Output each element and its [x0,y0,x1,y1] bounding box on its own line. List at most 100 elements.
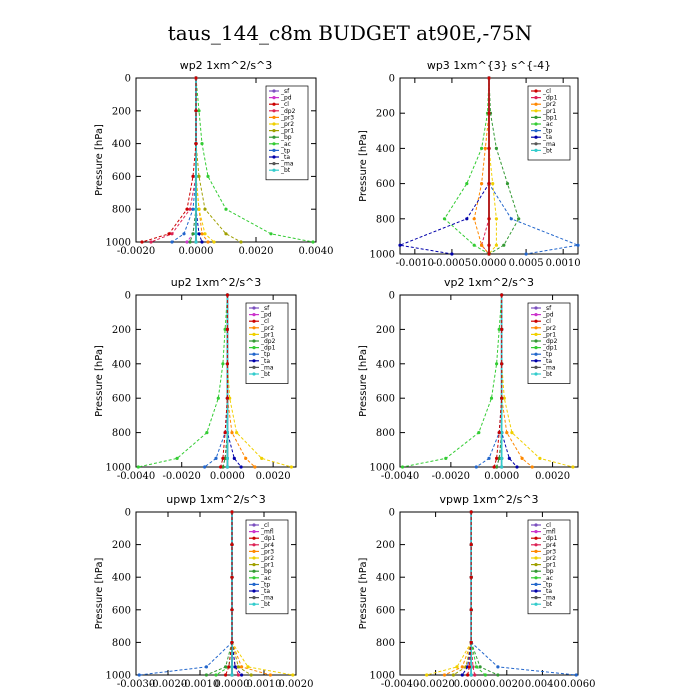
data-point-bt [500,465,504,469]
x-tick-label: 0.0000 [484,471,519,482]
panel-title: up2 1xm^2/s^3 [171,276,262,289]
data-point-ta [398,243,402,247]
data-point-ac [483,673,487,677]
legend-entry: _bp [542,568,554,575]
data-point-pr1 [510,431,514,435]
data-point-pr1 [451,673,455,677]
x-tick-label: -0.0010 [396,258,434,269]
legend-marker [534,332,538,336]
data-point-ta [507,456,511,460]
legend: _sf_pd_cl_dp2_pr3_pr2_pr1_bp_ac_tp_ta_ma… [265,85,309,181]
legend-marker [272,122,276,126]
data-point-pr2 [472,217,476,221]
legend-entry: _pr2 [542,101,556,108]
data-point-bt [230,673,234,677]
legend-entry: _ta [260,588,270,595]
data-point-pr2 [530,465,534,469]
data-point-ac [224,207,228,211]
legend-entry: _ma [542,595,556,602]
x-tick-label: 0.0010 [247,679,282,690]
data-point-dp2 [497,456,501,460]
y-tick-label: 200 [376,109,395,120]
series-line-bp [470,512,499,676]
legend-marker [252,530,256,534]
series-line-pr2 [501,295,533,468]
data-point-dp1 [221,362,225,366]
data-point-bp1 [517,217,521,221]
data-point-tp [137,673,141,677]
legend-marker [534,543,538,547]
legend-entry: _tp [542,581,552,588]
legend-marker [252,569,256,573]
legend-marker [272,155,276,159]
legend-entry: _bt [542,147,553,154]
x-tick-label: -0.0010 [181,679,219,690]
data-point-dp1 [467,665,471,669]
legend-marker [252,589,256,593]
data-point-dp1 [469,543,473,547]
legend-entry: _dp1 [542,345,558,352]
series-line-pr2 [473,78,490,255]
data-point-dp1 [136,465,140,469]
legend-entry: _tp [280,147,290,154]
legend-marker [534,306,538,310]
data-point-cl [500,293,504,297]
x-tick-label: 0.0020 [256,471,291,482]
y-tick-label: 800 [112,638,131,649]
data-point-dp1 [230,575,234,579]
y-tick-label: 0 [389,508,395,519]
legend-marker [252,372,256,376]
series-line-pr2 [426,512,472,676]
legend-marker [534,319,538,323]
data-point-cl [225,396,229,400]
legend-marker [272,96,276,100]
legend-marker [252,563,256,567]
data-point-pr2 [455,665,459,669]
data-point-pr1 [571,465,575,469]
data-point-cl [487,243,491,247]
legend-marker [252,313,256,317]
legend-entry: _pr2 [542,555,556,562]
data-point-pr1 [538,456,542,460]
legend-marker [252,536,256,540]
legend-marker [272,129,276,133]
legend-entry: _mfl [260,529,274,536]
data-point-tp [204,665,208,669]
legend-entry: _bt [542,601,553,608]
legend-marker [252,556,256,560]
data-point-cl [221,456,225,460]
x-tick-label: 0.0040 [525,679,560,690]
series-line-ac [470,512,486,676]
y-tick-label: 800 [112,428,131,439]
legend-entry: _pr3 [542,548,556,555]
data-point-pr2 [505,431,509,435]
legend-marker [272,162,276,166]
data-point-dp2 [223,456,227,460]
series-line-ta [501,295,518,468]
data-point-ac [474,665,479,669]
data-point-bp1 [502,243,506,247]
legend-entry: _cl [542,88,551,95]
data-point-cl [194,142,198,146]
data-point-cl [140,240,144,244]
data-point-tp [214,456,218,460]
data-point-cl [487,146,491,150]
legend-entry: _ta [260,358,270,365]
legend-entry: _pr4 [260,542,274,549]
data-point-ta [239,465,243,469]
legend-marker [534,326,538,330]
x-tick-label: -0.0020 [149,679,187,690]
data-point-dp1 [489,396,494,400]
legend-marker [534,346,538,350]
legend-entry: _bp [260,568,272,575]
data-point-dp2 [188,207,192,211]
legend-marker [534,530,538,534]
legend-entry: _ta [542,358,552,365]
legend-marker [534,313,538,317]
chart-panel-5: upwp 1xm^2/s^3 Pressure [hPa] 0 200 400 600 80… [94,493,314,690]
x-tick-label: 0.0000 [179,246,214,257]
series-line-cl [141,78,197,243]
plot-frame [135,294,297,468]
data-point-pr1 [494,217,498,221]
legend-entry: _pr2 [280,121,294,128]
